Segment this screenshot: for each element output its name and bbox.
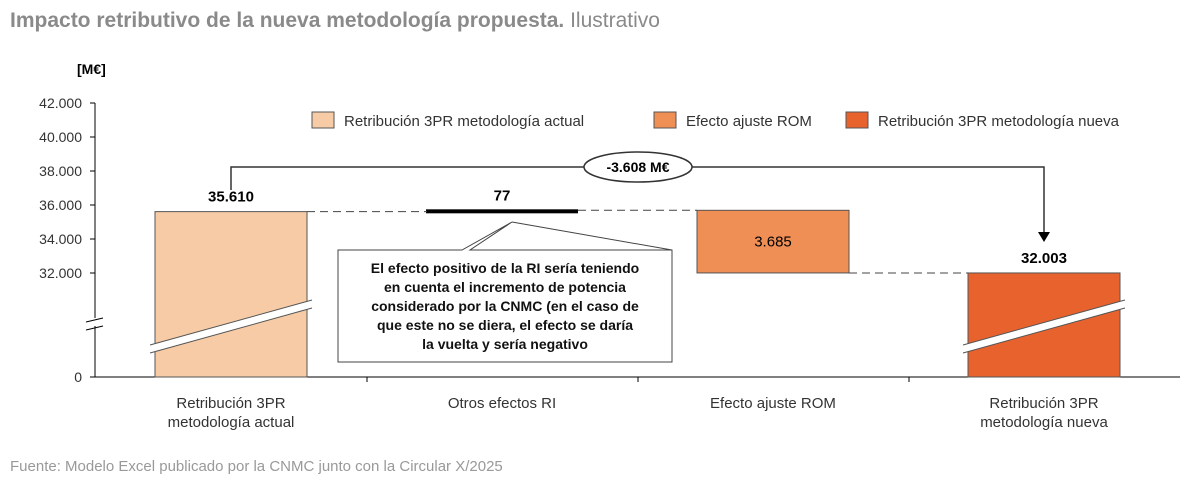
bar-2: [696, 209, 850, 274]
legend-label: Efecto ajuste ROM: [686, 113, 812, 130]
annotation-text: la vuelta y sería negativo: [422, 336, 588, 352]
x-category-label: metodología actual: [168, 414, 295, 431]
chart-title: Impacto retributivo de la nueva metodolo…: [10, 9, 660, 32]
difference-bracket: [230, 166, 585, 190]
y-tick-label: 0: [74, 369, 82, 385]
bar-break: [963, 300, 1125, 353]
legend-label: Retribución 3PR metodología nueva: [878, 113, 1120, 130]
y-tick-label: 38.000: [39, 163, 82, 179]
annotation-text: El efecto positivo de la RI sería tenien…: [371, 260, 639, 276]
difference-bracket: [691, 166, 1045, 232]
y-tick-label: 34.000: [39, 231, 82, 247]
legend-swatch: [845, 111, 869, 129]
x-category-label: Efecto ajuste ROM: [710, 395, 836, 412]
bar-value-label: 77: [494, 187, 511, 204]
arrow-down-icon: [1038, 232, 1050, 242]
bar-value-label: 32.003: [1021, 250, 1067, 267]
callout-pointer: [511, 221, 673, 251]
y-tick-label: 40.000: [39, 129, 82, 145]
legend-swatch: [311, 111, 335, 129]
axis-break-mark: [85, 325, 104, 331]
x-category-label: Retribución 3PR: [176, 395, 285, 412]
y-tick-label: 42.000: [39, 95, 82, 111]
bar-break: [150, 300, 312, 353]
bar-break-line: [962, 299, 1126, 346]
bar-0: [154, 211, 308, 378]
annotation-text: considerado por la CNMC (en el caso de: [371, 298, 639, 314]
annotation-callout: [337, 221, 673, 363]
bar-break-line: [149, 307, 313, 354]
axis-break-mark: [85, 317, 104, 323]
x-category-label: metodología nueva: [980, 414, 1108, 431]
annotation-text: en cuenta el incremento de potencia: [384, 279, 626, 295]
x-category-label: Retribución 3PR: [989, 395, 1098, 412]
bar-break-line: [962, 307, 1126, 354]
difference-label: -3.608 M€: [606, 159, 669, 175]
x-category-label: Otros efectos RI: [448, 395, 556, 412]
bar-otros-efectos: [426, 209, 578, 214]
y-tick-label: 32.000: [39, 265, 82, 281]
annotation-text: que este no se diera, el efecto se daría: [377, 317, 633, 333]
y-tick-label: 36.000: [39, 197, 82, 213]
bar-value-label: 3.685: [754, 234, 792, 251]
legend-swatch: [653, 111, 677, 129]
source-note: Fuente: Modelo Excel publicado por la CN…: [10, 458, 503, 475]
chart-subtitle: Ilustrativo: [570, 9, 660, 32]
y-axis-label: [M€]: [77, 61, 106, 77]
legend-label: Retribución 3PR metodología actual: [344, 113, 584, 130]
difference-badge: [583, 151, 693, 183]
bar-break-line: [149, 299, 313, 346]
bar-value-label: 35.610: [208, 189, 254, 206]
